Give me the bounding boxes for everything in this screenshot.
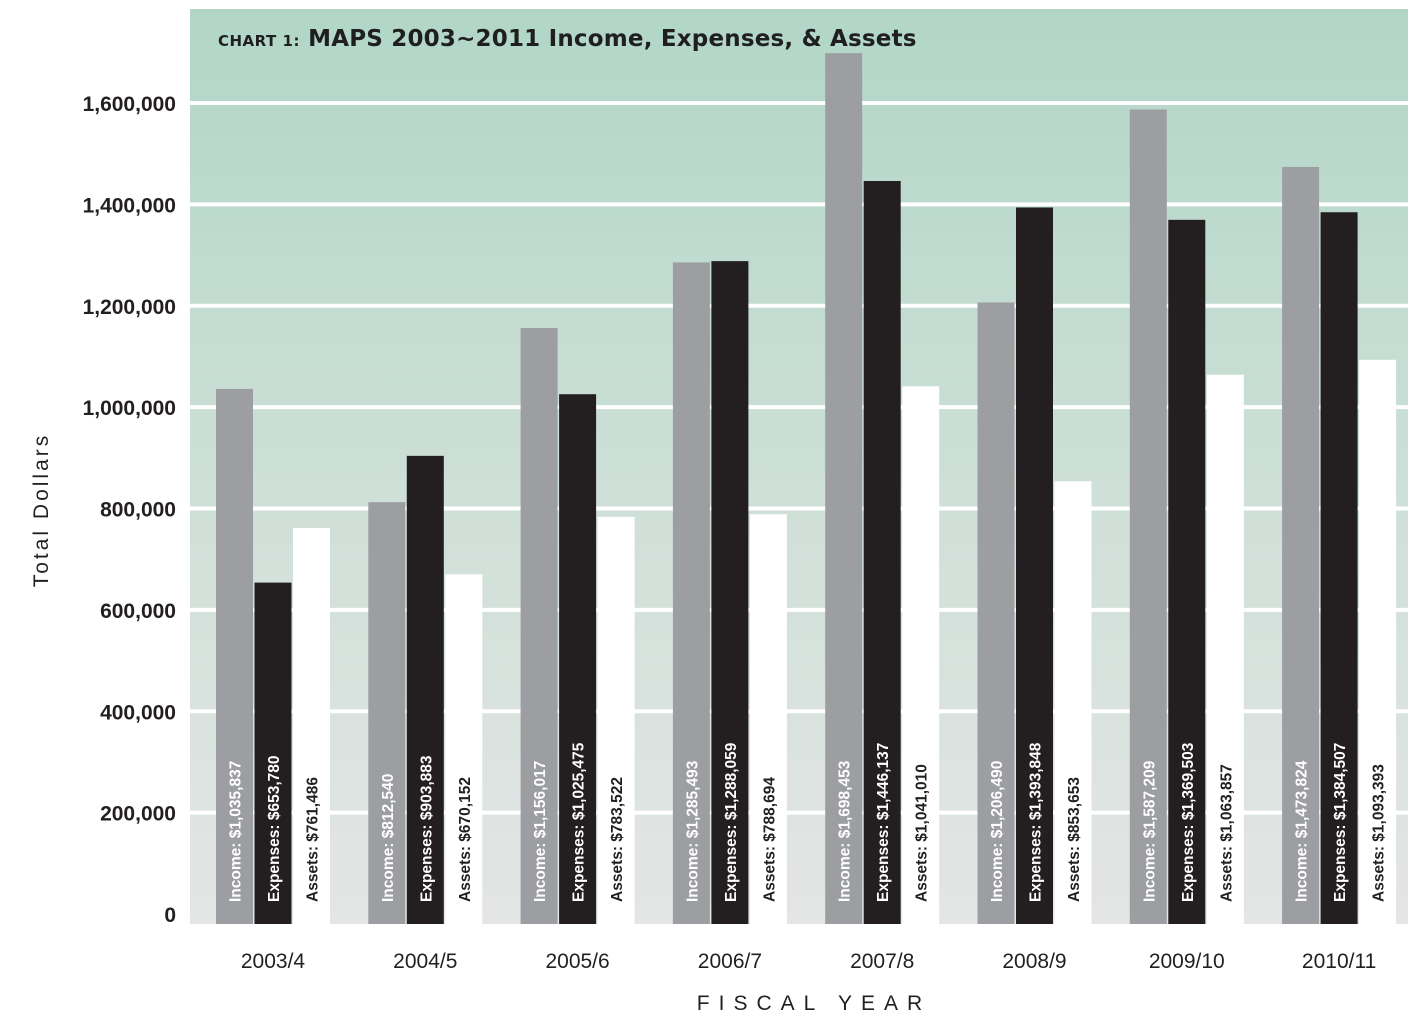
x-tick-label: 2007/8 bbox=[850, 950, 914, 973]
bar-value-label: Expenses: $903,883 bbox=[418, 755, 435, 902]
bar-expenses bbox=[1320, 212, 1358, 924]
bar-value-label: Assets: $670,152 bbox=[457, 777, 474, 902]
bar-value-label: Income: $812,540 bbox=[380, 774, 397, 902]
bar-value-label: Income: $1,698,453 bbox=[837, 760, 854, 902]
y-tick-label: 200,000 bbox=[100, 803, 176, 826]
x-tick-label: 2009/10 bbox=[1149, 950, 1225, 973]
bar-value-label: Expenses: $1,446,137 bbox=[875, 743, 892, 902]
bar-value-label: Assets: $761,486 bbox=[305, 777, 322, 902]
bar-income bbox=[672, 262, 710, 924]
x-tick-label: 2004/5 bbox=[393, 950, 457, 973]
bar-value-label: Income: $1,473,824 bbox=[1294, 760, 1311, 902]
x-axis-label: FISCAL YEAR bbox=[697, 992, 931, 1015]
bar-assets bbox=[293, 528, 330, 924]
bar-income bbox=[1282, 166, 1320, 925]
bar-assets bbox=[749, 514, 787, 924]
x-tick-label: 2005/6 bbox=[545, 950, 609, 973]
chart-title-prefix: CHART 1: bbox=[218, 32, 300, 50]
bar-income bbox=[977, 302, 1015, 924]
x-tick-label: 2003/4 bbox=[241, 950, 306, 973]
bar-value-label: Expenses: $1,288,059 bbox=[723, 742, 740, 902]
x-axis-ticks: 2003/4 2004/5 2005/6 2006/7 2007/8 2008/9 2009… bbox=[241, 950, 1376, 973]
bar-assets bbox=[597, 516, 635, 924]
bar-labels: Income: $1,035,837 Expenses: $653,780 Asse… bbox=[228, 742, 1388, 902]
bar-expenses bbox=[559, 394, 597, 924]
bar-value-label: Income: $1,587,209 bbox=[1141, 760, 1158, 902]
bar-income bbox=[216, 388, 253, 925]
chart-title-text: MAPS 2003~2011 Income, Expenses, & Asset… bbox=[308, 26, 917, 52]
y-tick-label: 1,200,000 bbox=[83, 296, 176, 319]
bar-expenses bbox=[1168, 219, 1206, 925]
bar-value-label: Income: $1,206,490 bbox=[989, 761, 1006, 902]
bar-assets bbox=[902, 386, 940, 925]
bar-assets bbox=[1054, 481, 1092, 924]
bar-value-label: Expenses: $1,025,475 bbox=[571, 742, 588, 902]
bar-value-label: Income: $1,035,837 bbox=[228, 761, 245, 902]
x-tick-label: 2008/9 bbox=[1002, 950, 1066, 973]
bar-income bbox=[825, 53, 863, 925]
y-tick-label: 800,000 bbox=[100, 499, 176, 522]
bar-expenses bbox=[254, 582, 292, 924]
bar-value-label: Assets: $1,093,393 bbox=[1371, 764, 1388, 902]
bar-assets bbox=[1359, 359, 1397, 924]
bar-value-label: Assets: $1,041,010 bbox=[914, 764, 931, 902]
bar-value-label: Expenses: $1,384,507 bbox=[1332, 743, 1349, 902]
bar-income bbox=[520, 328, 558, 924]
bar-value-label: Expenses: $653,780 bbox=[266, 756, 283, 903]
y-tick-label: 600,000 bbox=[100, 600, 176, 623]
bar-assets bbox=[1206, 374, 1244, 925]
chart-title: CHART 1: MAPS 2003~2011 Income, Expenses… bbox=[218, 26, 917, 52]
bar-value-label: Assets: $788,694 bbox=[761, 777, 778, 902]
bar-value-label: Assets: $1,063,857 bbox=[1218, 764, 1235, 902]
bar-value-label: Income: $1,156,017 bbox=[532, 761, 549, 902]
bar-income bbox=[1129, 109, 1167, 924]
bar-assets bbox=[445, 574, 483, 924]
bars bbox=[216, 53, 1397, 925]
bar-expenses bbox=[1016, 207, 1053, 925]
y-tick-label: 1,400,000 bbox=[83, 194, 176, 217]
bar-value-label: Assets: $853,653 bbox=[1066, 777, 1083, 902]
bar-expenses bbox=[863, 180, 901, 924]
y-axis-label: Total Dollars bbox=[30, 433, 53, 588]
y-tick-label: 1,600,000 bbox=[83, 93, 176, 116]
bar-value-label: Expenses: $1,369,503 bbox=[1180, 742, 1197, 902]
bar-income bbox=[368, 502, 406, 924]
y-axis-ticks: 0 200,000 400,000 600,000 800,000 1,000,000 1,… bbox=[83, 93, 176, 927]
y-tick-label: 0 bbox=[164, 904, 176, 927]
bar-value-label: Income: $1,285,493 bbox=[684, 760, 701, 902]
y-tick-label: 1,000,000 bbox=[83, 397, 176, 420]
y-tick-label: 400,000 bbox=[100, 701, 176, 724]
x-tick-label: 2010/11 bbox=[1302, 950, 1376, 973]
bar-expenses bbox=[711, 261, 749, 924]
bar-value-label: Expenses: $1,393,848 bbox=[1028, 742, 1045, 902]
bar-value-label: Assets: $783,522 bbox=[609, 777, 626, 902]
x-tick-label: 2006/7 bbox=[698, 950, 762, 973]
bar-expenses bbox=[406, 455, 444, 924]
